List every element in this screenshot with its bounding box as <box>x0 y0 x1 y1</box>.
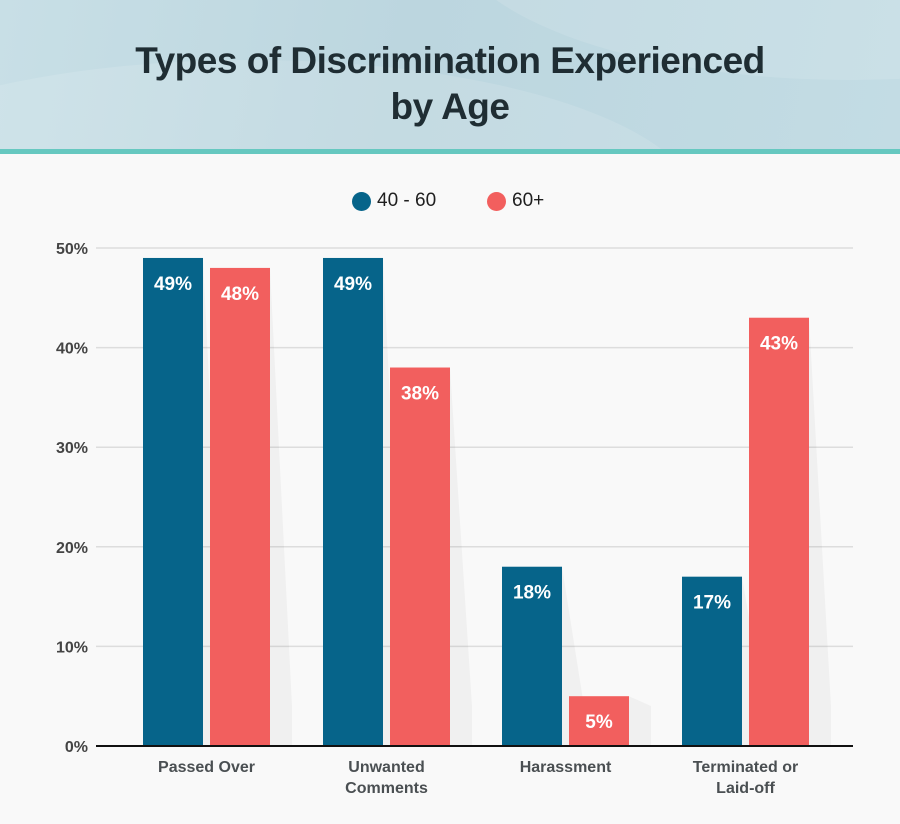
data-label: 17% <box>693 593 731 614</box>
legend-swatch-40-60 <box>352 191 371 211</box>
chart-title: Types of Discrimination Experienced by A… <box>0 38 900 130</box>
y-tick-label: 20% <box>56 540 88 557</box>
data-label: 18% <box>513 583 551 604</box>
bar-shadow <box>629 696 651 746</box>
x-tick-label: Unwanted <box>348 759 424 776</box>
bar-40-60 <box>323 257 383 746</box>
bar-60-plus <box>390 367 450 746</box>
chart-title-line-1: Types of Discrimination Experienced <box>135 40 765 81</box>
data-label: 43% <box>760 334 798 355</box>
data-label: 49% <box>154 274 192 295</box>
bar-shadow <box>450 368 472 746</box>
x-tick-label: Harassment <box>520 759 612 776</box>
data-label: 38% <box>401 384 439 405</box>
bar-40-60 <box>682 576 742 746</box>
y-tick-label: 40% <box>56 341 88 358</box>
legend: 40 - 60 60+ <box>0 188 900 214</box>
x-tick-label: Comments <box>345 780 428 797</box>
legend-item-40-60: 40 - 60 <box>352 188 436 214</box>
x-tick-label: Laid-off <box>716 780 775 797</box>
data-label: 49% <box>334 274 372 295</box>
y-tick-label: 50% <box>56 241 88 258</box>
y-tick-label: 0% <box>65 739 88 756</box>
legend-swatch-60-plus <box>487 191 506 211</box>
bar-60-plus <box>210 267 270 746</box>
y-tick-label: 10% <box>56 639 88 656</box>
data-label: 5% <box>585 712 613 733</box>
chart-title-line-2: by Age <box>390 86 510 127</box>
header-banner: Types of Discrimination Experienced by A… <box>0 0 900 149</box>
bar-40-60 <box>143 257 203 746</box>
legend-label-60-plus: 60+ <box>512 190 545 211</box>
data-label: 48% <box>221 284 259 305</box>
x-tick-label: Passed Over <box>158 759 255 776</box>
legend-label-40-60: 40 - 60 <box>377 190 437 211</box>
x-tick-label: Terminated or <box>693 759 799 776</box>
y-tick-label: 30% <box>56 440 88 457</box>
header-divider <box>0 149 900 154</box>
bar-60-plus <box>569 696 629 746</box>
bar-shadow <box>270 268 292 746</box>
bar-40-60 <box>502 566 562 746</box>
bar-shadow <box>809 318 831 746</box>
legend-item-60-plus: 60+ <box>487 188 544 214</box>
bar-60-plus <box>749 317 809 746</box>
